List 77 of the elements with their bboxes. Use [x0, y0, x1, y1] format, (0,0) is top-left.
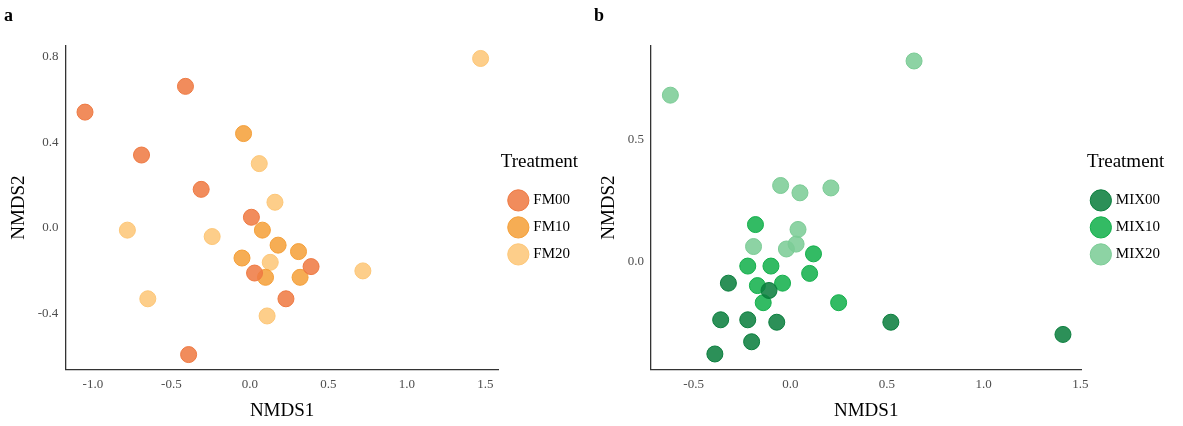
- point: [789, 220, 807, 238]
- chart-title: b: [594, 5, 605, 26]
- point: [261, 253, 279, 271]
- point: [472, 49, 490, 67]
- point: [192, 180, 210, 198]
- point: [291, 268, 309, 286]
- point: [302, 258, 320, 276]
- point: [760, 281, 778, 299]
- point: [774, 274, 792, 292]
- point: [719, 274, 737, 292]
- point: [118, 221, 136, 239]
- point: [203, 228, 221, 246]
- point: [246, 264, 264, 282]
- point: [801, 264, 819, 282]
- x-tick-label: -0.5: [683, 375, 704, 391]
- point: [787, 235, 805, 253]
- y-tick-label: 0.4: [42, 133, 59, 149]
- x-axis-title: NMDS1: [249, 398, 315, 420]
- chart-title: a: [4, 5, 13, 26]
- x-tick-label: -1.0: [82, 375, 104, 391]
- point: [762, 257, 780, 275]
- point: [712, 311, 730, 329]
- point: [139, 290, 157, 308]
- point: [905, 52, 923, 70]
- y-axis-title: NMDS2: [597, 175, 619, 240]
- x-tick-label: 0.0: [782, 375, 799, 391]
- legend-title: Treatment: [500, 149, 579, 171]
- x-tick-label: 1.0: [975, 375, 992, 391]
- point: [1054, 325, 1072, 343]
- point: [180, 346, 198, 364]
- point: [739, 311, 757, 329]
- point: [176, 77, 194, 95]
- x-tick-label: 1.0: [398, 375, 415, 391]
- legend-label: FM20: [533, 245, 571, 262]
- x-tick-label: -0.5: [161, 375, 182, 391]
- x-axis-title: NMDS1: [833, 398, 899, 420]
- legend-label: FM10: [533, 218, 571, 235]
- point: [269, 236, 287, 254]
- point: [791, 184, 809, 202]
- legend-title: Treatment: [1086, 149, 1166, 171]
- point: [768, 313, 786, 331]
- x-tick-label: 0.0: [241, 375, 258, 391]
- point: [235, 125, 253, 143]
- legend-label: MIX10: [1115, 218, 1161, 235]
- x-tick-label: 0.5: [320, 375, 337, 391]
- point: [830, 294, 848, 312]
- point: [266, 193, 284, 211]
- legend-label: FM00: [533, 191, 571, 208]
- point: [661, 86, 679, 104]
- point: [290, 243, 308, 261]
- y-tick-label: 0.0: [42, 219, 59, 235]
- point: [822, 179, 840, 197]
- y-tick-label: -0.4: [37, 305, 59, 321]
- point: [258, 307, 276, 325]
- point: [76, 103, 94, 121]
- legend-label: MIX00: [1115, 191, 1161, 208]
- x-tick-label: 1.5: [477, 375, 494, 391]
- point: [706, 345, 724, 363]
- point: [242, 208, 260, 226]
- point: [745, 238, 763, 256]
- point: [133, 146, 151, 164]
- point: [250, 155, 268, 173]
- point: [882, 313, 900, 331]
- point: [233, 249, 251, 267]
- point: [805, 245, 822, 263]
- point: [739, 257, 757, 275]
- point: [253, 221, 271, 239]
- point: [354, 262, 372, 280]
- point: [743, 333, 761, 351]
- x-tick-label: 0.5: [878, 375, 896, 391]
- y-tick-label: 0.8: [42, 47, 59, 63]
- y-axis-title: NMDS2: [7, 175, 29, 240]
- point: [772, 177, 790, 194]
- legend-label: MIX20: [1115, 245, 1161, 262]
- x-tick-label: 1.5: [1072, 375, 1089, 391]
- point: [746, 216, 764, 234]
- point: [277, 290, 295, 308]
